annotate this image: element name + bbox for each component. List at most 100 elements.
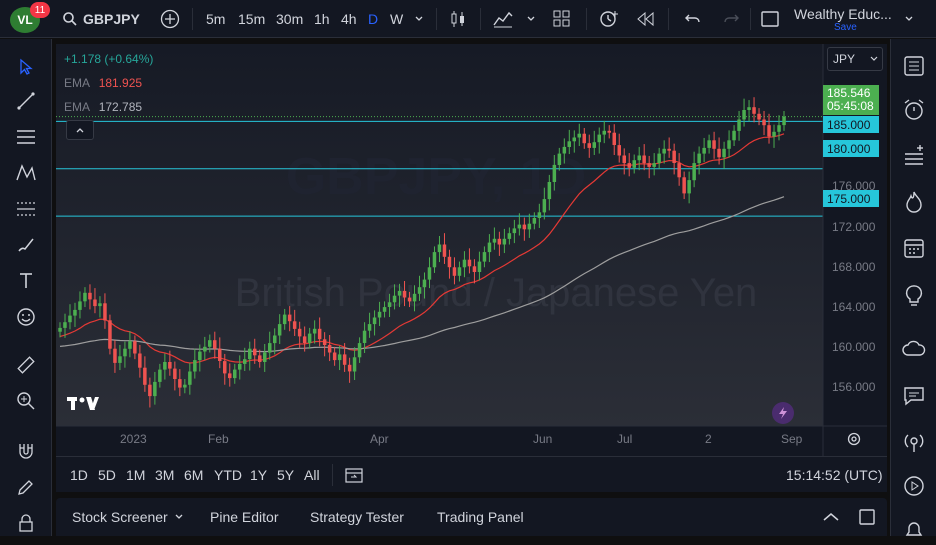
top-toolbar: VL 11 GBPJPY 5m 15m 30m 1h 4h D W	[0, 0, 936, 38]
timeframe-30m[interactable]: 30m	[276, 11, 304, 27]
alerts-button[interactable]	[899, 95, 929, 125]
streams-button[interactable]	[899, 335, 929, 365]
calendar-button[interactable]	[899, 233, 929, 263]
text-tool[interactable]	[12, 267, 40, 295]
indicators-dropdown[interactable]	[526, 0, 536, 38]
candle-body	[342, 354, 347, 365]
layout-dropdown[interactable]	[904, 0, 914, 38]
range-5y[interactable]: 5Y	[277, 467, 295, 483]
search-icon	[63, 12, 77, 26]
ema-fast-legend[interactable]: EMA 181.925	[64, 76, 142, 90]
icon-tool[interactable]	[12, 303, 40, 331]
goto-date-button[interactable]	[344, 457, 364, 493]
tab-trading-panel[interactable]: Trading Panel	[437, 509, 524, 525]
candle-body	[602, 130, 606, 135]
cursor-tool[interactable]	[12, 53, 40, 81]
redo-button[interactable]	[722, 0, 740, 38]
hotlists-button[interactable]	[899, 187, 929, 217]
currency-value: JPY	[833, 52, 856, 66]
list-plus-icon	[905, 145, 923, 165]
range-1y[interactable]: 1Y	[250, 467, 268, 483]
candle-body	[243, 359, 247, 364]
tab-strategy-tester[interactable]: Strategy Tester	[310, 509, 404, 525]
timeframe-5m[interactable]: 5m	[206, 11, 226, 27]
compare-button[interactable]	[160, 0, 180, 38]
currency-select[interactable]: JPY	[827, 47, 883, 71]
range-all[interactable]: All	[304, 467, 320, 483]
candle-body	[372, 317, 377, 325]
templates-button[interactable]	[552, 0, 572, 38]
candle-body	[188, 371, 192, 385]
trendline-icon	[17, 92, 35, 110]
chats-button[interactable]	[899, 381, 929, 411]
range-3m[interactable]: 3M	[155, 467, 175, 483]
magnet-icon	[19, 444, 33, 459]
lock-tool[interactable]	[12, 509, 40, 537]
timeframe-15m[interactable]: 15m	[238, 11, 266, 27]
price-chart[interactable]: GBPJPY, 1D British Pound / Japanese Yen	[56, 44, 887, 456]
pattern-tool[interactable]	[12, 159, 40, 187]
cloud-icon	[902, 340, 926, 356]
timeframe-dropdown[interactable]	[414, 0, 424, 38]
replay-button[interactable]	[636, 0, 656, 38]
watchlist-button[interactable]	[899, 51, 929, 81]
trendline-tool[interactable]	[12, 87, 40, 115]
chart-pane[interactable]: GBPJPY, 1D British Pound / Japanese Yen …	[56, 44, 887, 456]
timeframe-w[interactable]: W	[390, 11, 404, 27]
notifications-button[interactable]	[899, 515, 929, 545]
range-6m[interactable]: 6M	[184, 467, 204, 483]
collapse-legend-button[interactable]	[66, 120, 94, 140]
magnet-tool[interactable]	[12, 437, 40, 465]
candle-body	[277, 324, 282, 336]
redo-icon	[724, 14, 739, 23]
ema-fast-value: 181.925	[98, 76, 143, 90]
candle-body	[517, 224, 522, 229]
range-1d[interactable]: 1D	[70, 467, 88, 483]
candle-body	[637, 155, 641, 161]
candle-body	[108, 320, 112, 349]
maximize-panel-button[interactable]	[858, 498, 876, 536]
indicators-button[interactable]	[492, 0, 514, 38]
undo-button[interactable]	[684, 0, 702, 38]
level-tag: 180.000	[823, 140, 879, 157]
video-button[interactable]	[899, 471, 929, 501]
ideas-button[interactable]	[899, 281, 929, 311]
candle-body	[268, 343, 272, 353]
candle-body	[782, 116, 786, 126]
fullscreen-button[interactable]	[760, 0, 780, 38]
symbol-search[interactable]: GBPJPY	[62, 0, 140, 38]
ema-slow-legend[interactable]: EMA 172.785	[64, 100, 142, 114]
data-window-button[interactable]	[899, 141, 929, 171]
tab-pine-editor[interactable]: Pine Editor	[210, 509, 279, 525]
prediction-tool[interactable]	[12, 195, 40, 223]
timeframe-d[interactable]: D	[368, 11, 379, 27]
range-ytd[interactable]: YTD	[214, 467, 242, 483]
ruler-tool[interactable]	[12, 351, 40, 379]
candle-body	[203, 346, 207, 352]
cursor-icon	[20, 58, 33, 75]
range-5d[interactable]: 5D	[98, 467, 116, 483]
timeframe-1h[interactable]: 1h	[314, 11, 330, 27]
layout-menu[interactable]: Wealthy Educ... Save	[794, 0, 892, 38]
lock-drawings-tool[interactable]	[12, 473, 40, 501]
range-toolbar: 1D 5D 1M 3M 6M YTD 1Y 5Y All 15:14:52 (U…	[56, 456, 887, 492]
tradingview-logo[interactable]	[66, 394, 100, 417]
utc-clock[interactable]: 15:14:52 (UTC)	[786, 467, 883, 483]
timeframe-4h[interactable]: 4h	[341, 11, 357, 27]
fib-tool[interactable]	[12, 123, 40, 151]
range-1m[interactable]: 1M	[126, 467, 146, 483]
expand-panel-button[interactable]	[822, 498, 840, 536]
chart-type-button[interactable]	[448, 0, 468, 38]
candle-body	[123, 348, 127, 357]
help-button[interactable]	[899, 427, 929, 457]
price-axis-label: 172.000	[832, 220, 876, 234]
candle-body	[118, 356, 122, 363]
stock-screener-dropdown[interactable]	[174, 498, 184, 536]
lightning-button[interactable]	[772, 402, 794, 424]
indicators-icon	[493, 11, 513, 28]
zoom-tool[interactable]	[12, 387, 40, 415]
brush-tool[interactable]	[12, 231, 40, 259]
axis-settings-button[interactable]	[846, 431, 862, 452]
alert-button[interactable]	[598, 0, 620, 38]
tab-stock-screener[interactable]: Stock Screener	[72, 509, 168, 525]
